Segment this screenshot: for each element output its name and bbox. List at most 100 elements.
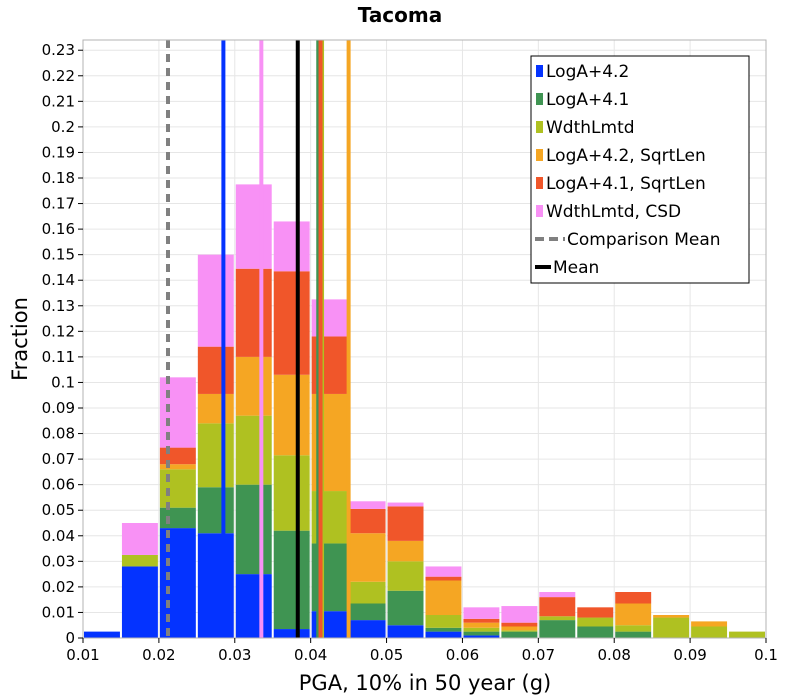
y-tick-label-1: 0.01 — [42, 603, 75, 621]
bar-bin1-wdthlmtd — [121, 554, 158, 567]
y-tick-label-7: 0.07 — [42, 450, 75, 468]
legend-label-loga-4-2: LogA+4.2 — [546, 62, 629, 82]
bar-bin5-wdthlmtd-csd — [273, 221, 310, 272]
bar-bin5-wdthlmtd — [273, 455, 310, 531]
y-tick-label-10: 0.1 — [51, 373, 75, 391]
bar-bin9-loga-4-1-sqrtlen — [425, 576, 462, 581]
bar-bin7-loga-4-1 — [349, 603, 386, 621]
bar-bin9-loga-4-2 — [425, 631, 462, 638]
x-tick-label-5: 0.06 — [446, 646, 479, 664]
y-tick-label-17: 0.17 — [42, 195, 75, 213]
legend: LogA+4.2 LogA+4.1 WdthLmtd LogA+4.2, SqrtLe… — [530, 55, 750, 284]
bar-bin15-loga-4-2-sqrtlen — [653, 615, 690, 618]
legend-swatch-loga-4-2 — [536, 65, 543, 77]
bar-bin13-loga-4-1-sqrtlen — [577, 607, 614, 618]
legend-swatch-loga-4-1-sqrtlen — [536, 177, 543, 189]
bars-layer — [84, 184, 765, 638]
bar-bin8-loga-4-2 — [387, 625, 424, 638]
bar-bin1-loga-4-2 — [121, 566, 158, 638]
bar-bin10-loga-4-2 — [463, 635, 500, 638]
legend-label-mean: Mean — [553, 258, 599, 278]
bar-bin14-loga-4-2-sqrtlen — [615, 603, 652, 626]
bar-bin12-wdthlmtd — [539, 616, 576, 621]
bar-bin8-loga-4-1 — [387, 590, 424, 626]
bar-bin2-loga-4-2 — [159, 528, 196, 638]
bar-bin7-wdthlmtd — [349, 581, 386, 604]
y-tick-label-11: 0.11 — [42, 348, 75, 366]
chart-title: Tacoma — [358, 3, 443, 27]
y-tick-label-0: 0 — [65, 629, 75, 647]
bar-bin7-loga-4-2-sqrtlen — [349, 533, 386, 582]
bar-bin13-loga-4-1 — [577, 626, 614, 638]
bar-bin11-wdthlmtd — [501, 630, 538, 632]
bar-bin3-loga-4-2 — [197, 533, 234, 638]
bar-bin10-wdthlmtd-csd — [463, 607, 500, 619]
bar-bin14-loga-4-1-sqrtlen — [615, 592, 652, 604]
bar-bin11-loga-4-1 — [501, 631, 538, 638]
bar-bin16-wdthlmtd — [691, 626, 728, 638]
x-tick-label-4: 0.05 — [370, 646, 403, 664]
bar-bin14-wdthlmtd — [615, 625, 652, 632]
x-tick-label-1: 0.02 — [142, 646, 175, 664]
bar-bin3-wdthlmtd — [197, 423, 234, 488]
legend-label-wdthlmtd-csd: WdthLmtd, CSD — [546, 202, 681, 222]
bar-bin5-loga-4-2 — [273, 629, 310, 638]
bar-bin7-wdthlmtd-csd — [349, 501, 386, 509]
vlines-layer — [165, 40, 351, 638]
bar-bin14-loga-4-1 — [615, 631, 652, 638]
legend-swatch-loga-4-2-sqrtlen — [536, 149, 543, 161]
legend-swatch-wdthlmtd-csd — [536, 205, 543, 217]
bar-bin3-loga-4-2-sqrtlen — [197, 393, 234, 424]
y-tick-label-21: 0.21 — [42, 92, 75, 110]
bar-bin4-loga-4-2-sqrtlen — [235, 356, 272, 416]
bar-bin12-loga-4-1 — [539, 620, 576, 638]
bar-bin10-loga-4-1-sqrtlen — [463, 618, 500, 623]
bar-bin1-wdthlmtd-csd — [121, 523, 158, 555]
bar-bin8-loga-4-1-sqrtlen — [387, 506, 424, 541]
bar-bin15-wdthlmtd — [653, 617, 690, 638]
y-tick-label-12: 0.12 — [42, 322, 75, 340]
bar-bin4-wdthlmtd-csd — [235, 184, 272, 269]
y-tick-label-13: 0.13 — [42, 297, 75, 315]
bar-bin4-loga-4-1 — [235, 484, 272, 575]
y-tick-label-20: 0.2 — [51, 118, 75, 136]
bar-bin9-loga-4-2-sqrtlen — [425, 580, 462, 615]
bar-bin0-loga-4-2 — [84, 631, 120, 638]
bar-bin2-wdthlmtd-csd — [159, 377, 196, 448]
bar-bin10-wdthlmtd — [463, 627, 500, 632]
y-tick-label-6: 0.06 — [42, 476, 75, 494]
y-axis-label: Fraction — [8, 297, 32, 381]
bar-bin3-loga-4-1-sqrtlen — [197, 346, 234, 394]
legend-label-loga-4-2-sqrtlen: LogA+4.2, SqrtLen — [546, 146, 706, 166]
x-axis-label: PGA, 10% in 50 year (g) — [299, 671, 551, 695]
y-tick-label-23: 0.23 — [42, 41, 75, 59]
x-tick-label-9: 0.1 — [754, 646, 778, 664]
bar-bin12-loga-4-1-sqrtlen — [539, 597, 576, 617]
bar-bin16-loga-4-2-sqrtlen — [691, 621, 728, 627]
bar-bin5-loga-4-1 — [273, 530, 310, 630]
bar-bin7-loga-4-2 — [349, 620, 386, 638]
bar-bin7-loga-4-1-sqrtlen — [349, 508, 386, 534]
bar-bin10-loga-4-2-sqrtlen — [463, 622, 500, 628]
bar-bin9-wdthlmtd-csd — [425, 566, 462, 577]
x-tick-label-6: 0.07 — [522, 646, 555, 664]
bar-bin2-loga-4-2-sqrtlen — [159, 464, 196, 470]
y-tick-label-4: 0.04 — [42, 527, 75, 545]
bar-bin4-loga-4-2 — [235, 574, 272, 638]
y-tick-label-9: 0.09 — [42, 399, 75, 417]
x-tick-label-0: 0.01 — [66, 646, 99, 664]
y-axis-ticks: 0 0.01 0.02 0.03 0.04 0.05 0.06 0.07 0.08 0.09 0.1… — [42, 41, 83, 647]
plot-frame — [82, 39, 767, 639]
legend-swatch-wdthlmtd — [536, 121, 543, 133]
legend-label-wdthlmtd: WdthLmtd — [546, 118, 635, 138]
bar-bin2-loga-4-1-sqrtlen — [159, 447, 196, 465]
legend-label-loga-4-1: LogA+4.1 — [546, 90, 629, 110]
bar-bin5-loga-4-2-sqrtlen — [273, 374, 310, 456]
bar-bin2-wdthlmtd — [159, 469, 196, 508]
y-tick-label-22: 0.22 — [42, 67, 75, 85]
bar-bin3-loga-4-1 — [197, 487, 234, 534]
bar-bin17-wdthlmtd — [729, 631, 765, 638]
legend-swatch-loga-4-1 — [536, 93, 543, 105]
bar-bin11-wdthlmtd-csd — [501, 606, 538, 623]
